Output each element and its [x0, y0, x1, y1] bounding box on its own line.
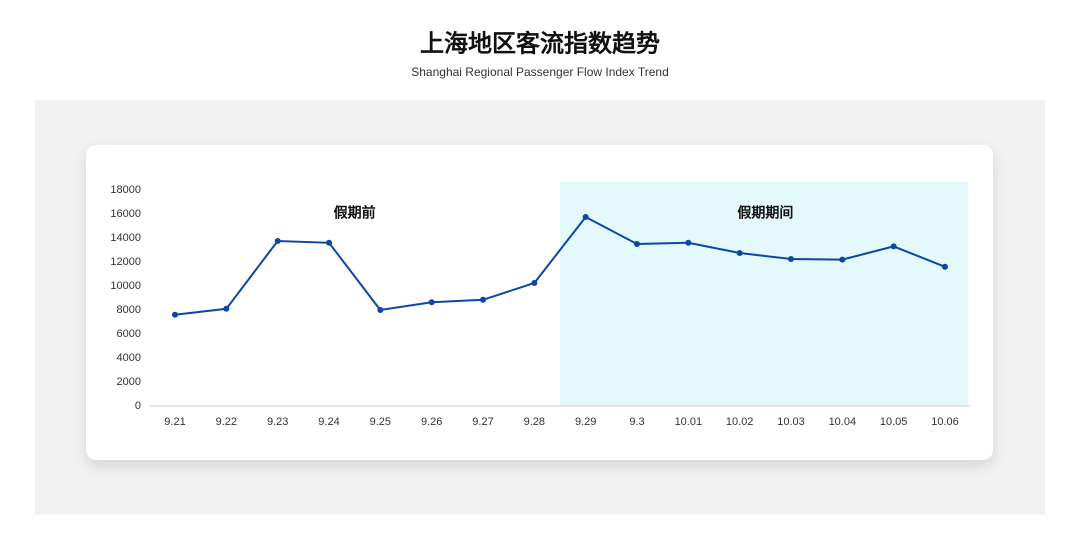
data-point — [788, 256, 794, 262]
y-tick-label: 14000 — [110, 232, 141, 244]
y-tick-label: 6000 — [117, 328, 141, 340]
chart-title: 上海地区客流指数趋势 — [420, 29, 660, 57]
data-point — [326, 239, 332, 246]
x-tick-label: 10.02 — [726, 416, 754, 428]
data-point — [942, 263, 948, 270]
shaded-region — [560, 182, 968, 406]
x-tick-label: 9.22 — [216, 416, 237, 428]
x-tick-label: 9.28 — [524, 416, 545, 428]
x-tick-label: 9.26 — [421, 416, 442, 428]
y-tick-label: 2000 — [117, 376, 141, 388]
x-tick-label: 9.21 — [164, 416, 185, 428]
x-tick-label: 9.29 — [575, 416, 596, 428]
annotation: 假期前 — [334, 205, 376, 221]
data-point — [531, 280, 538, 286]
chart-subtitle: Shanghai Regional Passenger Flow Index T… — [411, 65, 669, 79]
data-point — [377, 307, 384, 313]
data-point — [480, 296, 486, 303]
x-tick-label: 9.24 — [318, 416, 339, 428]
x-tick-label: 9.27 — [472, 416, 493, 428]
y-tick-label: 16000 — [110, 208, 141, 220]
data-point — [890, 243, 897, 250]
x-tick-label: 9.3 — [629, 416, 644, 428]
y-tick-label: 4000 — [117, 352, 141, 364]
x-tick-label: 10.01 — [675, 416, 703, 428]
x-tick-label: 10.05 — [880, 416, 908, 428]
data-point — [582, 214, 589, 220]
line-series — [174, 215, 946, 316]
y-tick-label: 18000 — [110, 184, 141, 196]
x-tick-label: 10.03 — [777, 416, 805, 428]
y-tick-label: 10000 — [110, 280, 141, 292]
y-tick-label: 12000 — [110, 256, 141, 268]
data-point — [736, 250, 743, 256]
y-tick-label: 8000 — [117, 304, 141, 316]
x-tick-label: 9.25 — [370, 416, 391, 428]
data-point — [428, 299, 435, 306]
x-tick-label: 9.23 — [267, 416, 288, 428]
data-point — [172, 311, 178, 318]
y-tick-label: 0 — [135, 400, 141, 412]
data-point — [223, 305, 230, 312]
annotation: 假期期间 — [737, 205, 793, 221]
data-point — [274, 238, 281, 244]
data-point — [685, 239, 692, 246]
x-tick-label: 10.06 — [931, 416, 959, 428]
x-tick-label: 10.04 — [829, 416, 857, 428]
data-point — [839, 256, 846, 263]
data-point — [634, 241, 640, 247]
